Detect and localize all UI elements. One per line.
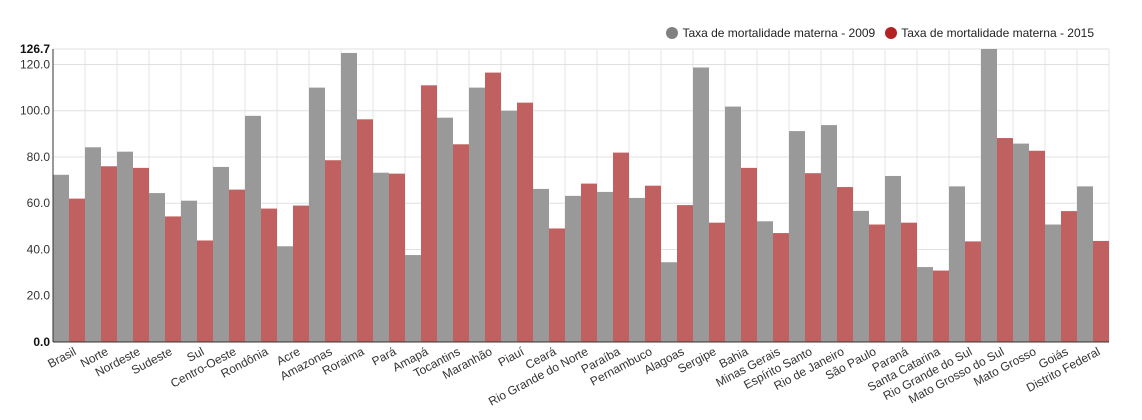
bar-2015	[421, 85, 437, 343]
bar-2009	[1077, 186, 1093, 342]
bar-2015	[69, 198, 85, 342]
bar-2009	[757, 221, 773, 342]
bar-2015	[1061, 211, 1077, 342]
bar-2015	[901, 222, 917, 342]
bar-2009	[405, 255, 421, 342]
bar-2015	[517, 102, 533, 342]
bar-2009	[725, 106, 741, 342]
bar-2015	[325, 160, 341, 342]
bar-2015	[805, 173, 821, 342]
bar-2015	[293, 205, 309, 342]
bar-2015	[197, 240, 213, 342]
bar-2009	[981, 49, 997, 342]
legend-item-2009[interactable]: Taxa de mortalidade materna - 2009	[666, 26, 875, 40]
bar-2015	[965, 241, 981, 342]
bar-2009	[117, 151, 133, 342]
bar-2009	[341, 52, 357, 342]
bar-2015	[773, 233, 789, 342]
bar-2015	[133, 167, 149, 342]
bar-2009	[213, 166, 229, 342]
bar-2009	[373, 172, 389, 342]
bar-2009	[821, 125, 837, 342]
bar-2009	[437, 117, 453, 343]
bar-2009	[1013, 143, 1029, 342]
y-tick-label: 60.0	[27, 196, 51, 210]
bar-2009	[1045, 224, 1061, 342]
x-category-label: Piauí	[496, 344, 527, 370]
bar-2009	[565, 195, 581, 342]
y-tick-label: 0.0	[33, 335, 50, 349]
bar-2015	[869, 224, 885, 342]
bar-2015	[837, 187, 853, 342]
bar-2009	[949, 186, 965, 342]
bar-2009	[533, 188, 549, 342]
bar-2015	[101, 166, 117, 342]
bar-2009	[693, 67, 709, 342]
chart-legend: Taxa de mortalidade materna - 2009 Taxa …	[656, 26, 1094, 40]
legend-label-2015: Taxa de mortalidade materna - 2015	[901, 26, 1094, 40]
bar-2009	[501, 110, 517, 343]
bar-2009	[85, 147, 101, 342]
bar-2009	[789, 131, 805, 342]
bar-2009	[885, 175, 901, 342]
bar-2015	[453, 144, 469, 342]
y-tick-label: 100.0	[20, 104, 50, 118]
legend-item-2015[interactable]: Taxa de mortalidade materna - 2015	[885, 26, 1094, 40]
y-tick-label: 80.0	[27, 150, 51, 164]
bar-2009	[597, 191, 613, 342]
y-tick-label: 20.0	[27, 289, 51, 303]
legend-label-2009: Taxa de mortalidade materna - 2009	[682, 26, 876, 40]
bar-2015	[1029, 150, 1045, 342]
bar-2009	[181, 200, 197, 342]
bar-2015	[677, 205, 693, 342]
legend-swatch-2015	[885, 27, 898, 39]
y-max-label: 126.7	[20, 42, 50, 56]
bar-2015	[741, 167, 757, 342]
bar-2015	[645, 185, 661, 342]
bar-2009	[917, 267, 933, 342]
bar-2015	[229, 189, 245, 342]
legend-swatch-2009	[666, 27, 679, 39]
bar-2015	[1093, 240, 1109, 342]
bar-2015	[165, 216, 181, 342]
bar-2009	[149, 193, 165, 342]
bar-2015	[549, 228, 565, 342]
y-tick-label: 120.0	[20, 57, 50, 71]
bar-2009	[661, 262, 677, 342]
bar-2015	[389, 173, 405, 342]
bar-2015	[997, 138, 1013, 342]
bar-2009	[469, 87, 485, 343]
x-category-label: Brasil	[45, 344, 78, 370]
bar-2015	[613, 152, 629, 342]
bar-2015	[709, 222, 725, 342]
bar-2015	[581, 183, 597, 342]
bar-2009	[309, 87, 325, 343]
bar-2009	[53, 174, 69, 342]
bar-2009	[629, 197, 645, 342]
bar-2015	[261, 208, 277, 342]
bar-2015	[933, 270, 949, 342]
bar-2015	[485, 72, 501, 342]
bar-2015	[357, 119, 373, 342]
bar-2009	[853, 210, 869, 342]
y-tick-label: 40.0	[27, 242, 51, 256]
bar-2009	[245, 115, 261, 342]
bar-2009	[277, 246, 293, 342]
